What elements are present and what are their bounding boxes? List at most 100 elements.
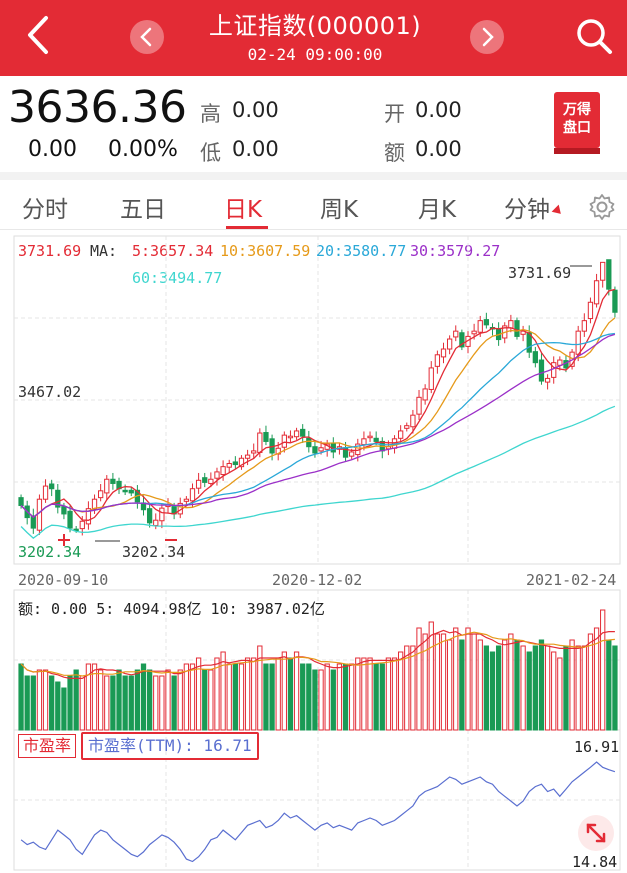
low-label: 低 [200,141,221,165]
volume-bar [49,675,55,731]
candle [226,463,232,468]
volume-bar [85,663,92,731]
candle [367,435,373,439]
candle [263,432,269,442]
next-stock-button[interactable] [470,20,504,54]
volume-bar [195,657,202,731]
volume-bar [532,645,538,731]
volume-bar [330,669,336,731]
volume-bar [600,609,606,731]
candle [79,520,85,530]
ma60-line [20,405,616,539]
tab-minute[interactable]: 分钟 [504,190,565,224]
last-price: 3636.36 [8,82,187,133]
max-price-marker: 3731.69 [508,264,572,282]
pe-min-label: 14.84 [572,853,618,871]
volume-bar [30,675,36,731]
candle [49,483,55,490]
candle [146,508,153,524]
volume-bar [251,657,257,731]
pe-indicator-tag[interactable]: 市盈率 [18,734,77,758]
candle [67,510,73,529]
ma30-line [20,333,616,518]
candle [312,446,318,454]
candle [416,396,422,415]
volume-bar [526,651,532,731]
volume-bar [300,663,306,731]
pe-ttm-line [20,761,616,863]
volume-bar [183,663,190,731]
volume-bar [385,657,392,731]
expand-icon[interactable] [578,815,614,851]
amount-label: 额 [384,141,405,165]
volume-bar [208,669,214,731]
volume-bar [404,645,410,731]
volume-bar [55,681,61,731]
volume-bar [612,645,618,731]
candle [422,388,428,401]
candle [244,454,251,459]
low-price-label: 3202.34 [18,543,82,561]
volume-bar [281,651,287,731]
tab-monthly-k[interactable]: 月K [418,197,457,223]
volume-bar [98,669,104,731]
volume-bar [379,663,385,731]
page-title: 上证指数(000001) [208,12,422,40]
volume-bar [189,663,196,731]
candle [361,438,367,446]
prev-stock-button[interactable] [130,20,164,54]
ma20-value: 20:3580.77 [316,242,407,260]
candle [404,425,410,429]
volume-bar [355,657,361,731]
volume-bar [349,663,355,731]
candle [410,414,416,428]
volume-bar [312,669,318,731]
volume-bar [238,663,245,731]
volume-bar [410,645,416,731]
volume-bar [293,651,300,731]
pe-max-label: 16.91 [574,738,620,756]
volume-bar [153,675,159,731]
candle [538,359,545,382]
ma60-value: 60:3494.77 [132,269,223,287]
volume-bar [165,669,171,731]
volume-bar [563,645,569,731]
chevron-right-icon [482,27,494,47]
volume-bar [514,639,520,731]
tab-intraday[interactable]: 分时 [22,197,68,223]
candle [128,489,134,494]
volume-bar [422,633,428,731]
candle [373,437,379,442]
candle [159,507,165,522]
candle [189,488,196,502]
back-icon[interactable] [18,12,60,58]
volume-bar [569,639,575,731]
volume-bar [122,675,128,731]
min-price-marker: 3202.34 [122,543,186,561]
volume-bar [398,651,404,731]
wind-level2-button[interactable]: 万得 盘口 [554,92,600,154]
candle [581,320,587,332]
open-label: 开 [384,102,405,126]
candle [398,430,404,439]
gear-icon[interactable] [588,193,616,221]
candle [61,506,67,515]
price-change-pct: 0.00% [108,137,178,162]
volume-bar [489,651,496,731]
tab-weekly-k[interactable]: 周K [320,197,359,223]
volume-bar [391,657,398,731]
volume-bar [428,621,434,731]
amount-value: 0.00 [415,137,462,161]
tab-five-day[interactable]: 五日 [120,197,166,223]
volume-bar [73,669,79,731]
volume-bar [171,675,177,731]
tab-daily-k[interactable]: 日K [224,197,263,223]
search-icon[interactable] [574,16,614,56]
high-label: 高 [200,102,221,126]
volume-bar [508,633,514,731]
volume-bar [416,627,422,731]
volume-bar [24,675,30,731]
volume-bar [587,633,594,731]
candle [281,434,287,448]
